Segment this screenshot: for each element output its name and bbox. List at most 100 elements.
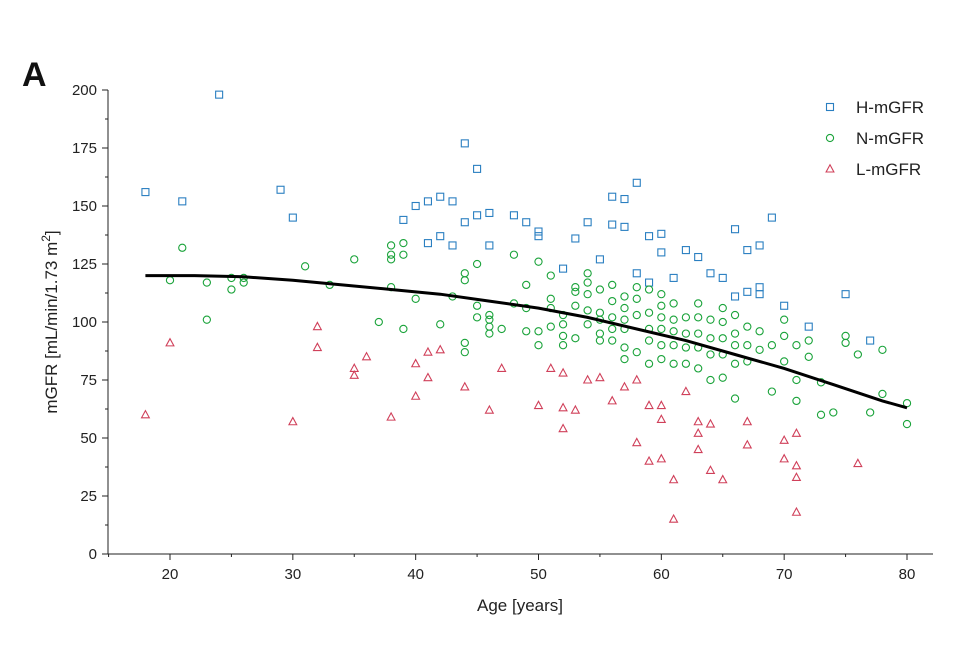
l-mgfr-point (140, 409, 151, 419)
y-tick-label: 150 (72, 198, 97, 215)
n-mgfr-point (632, 310, 641, 320)
l-mgfr-point (693, 416, 704, 426)
h-mgfr-point (841, 290, 850, 299)
n-mgfr-point (534, 341, 543, 350)
h-mgfr-point (178, 197, 187, 206)
l-mgfr-point (681, 386, 691, 396)
y-axis-title-main: mGFR [mL/min/1.73 m (42, 242, 61, 414)
n-mgfr-point (472, 259, 482, 269)
n-mgfr-point (583, 320, 592, 329)
l-mgfr-point (791, 460, 802, 470)
n-mgfr-point (743, 341, 752, 350)
h-mgfr-point (595, 255, 604, 264)
n-mgfr-point (755, 345, 764, 354)
y-tick-label: 75 (80, 372, 97, 389)
n-mgfr-point (669, 299, 678, 308)
h-mgfr-point (448, 241, 457, 250)
l-mgfr-point (386, 411, 396, 421)
h-mgfr-point (473, 211, 482, 220)
n-mgfr-point (644, 308, 654, 317)
l-mgfr-point (496, 363, 507, 372)
x-tick-label: 60 (653, 566, 670, 583)
n-mgfr-point (780, 357, 789, 366)
l-mgfr-point (545, 363, 556, 372)
n-mgfr-point (386, 241, 396, 250)
n-mgfr-point (853, 350, 863, 359)
n-mgfr-point (595, 336, 605, 345)
n-mgfr-point (534, 327, 543, 336)
l-mgfr-point (582, 374, 593, 384)
y-tick-label: 0 (89, 546, 97, 563)
y-axis-title-close: ] (42, 230, 61, 235)
l-mgfr-point (644, 455, 654, 465)
data-points (140, 90, 912, 523)
h-mgfr-point (657, 229, 666, 238)
l-mgfr-point (410, 358, 421, 368)
legend-label-n-mgfr: N-mGFR (856, 129, 924, 148)
y-tick-label: 100 (72, 314, 97, 331)
n-mgfr-point (743, 322, 752, 331)
h-mgfr-point (767, 213, 776, 222)
n-mgfr-point (620, 292, 629, 301)
n-mgfr-point (841, 331, 850, 341)
n-mgfr-point (546, 271, 555, 280)
n-mgfr-point (399, 250, 408, 259)
n-mgfr-point (583, 306, 592, 315)
l-mgfr-point (717, 474, 728, 484)
l-mgfr-point (570, 404, 581, 414)
n-mgfr-point (780, 331, 789, 341)
n-mgfr-point (608, 313, 617, 322)
l-mgfr-point (631, 374, 642, 384)
n-mgfr-point (436, 320, 445, 329)
n-mgfr-point (571, 334, 580, 343)
l-mgfr-point (435, 344, 446, 354)
axes: 0 25 50 75 100 125 150 175 200 20 30 40 50 60 70 80 (72, 82, 933, 583)
legend: H-mGFR N-mGFR L-mGFR (825, 98, 924, 179)
n-mgfr-point (595, 329, 605, 338)
l-mgfr-point (693, 444, 704, 454)
h-mgfr-point (866, 336, 875, 345)
h-mgfr-point (780, 301, 789, 310)
trend-line (145, 274, 908, 410)
n-mgfr-point (595, 308, 605, 317)
n-mgfr-point (767, 387, 777, 396)
y-tick-label: 50 (80, 430, 97, 447)
n-mgfr-point (669, 341, 678, 350)
l-mgfr-point (484, 404, 495, 414)
h-mgfr-point (436, 192, 445, 201)
h-mgfr-point (411, 201, 420, 211)
n-mgfr-point (657, 313, 666, 322)
n-mgfr-point (657, 290, 666, 299)
n-mgfr-point (583, 278, 592, 287)
n-mgfr-point (460, 276, 469, 285)
n-mgfr-point (730, 394, 740, 403)
n-mgfr-point (620, 354, 629, 364)
h-mgfr-point (423, 239, 433, 248)
n-mgfr-point (460, 338, 469, 348)
n-mgfr-point (202, 315, 211, 324)
l-mgfr-point (361, 351, 372, 361)
x-tick-label: 80 (899, 566, 916, 583)
n-mgfr-point (681, 313, 691, 322)
legend-marker-l-mgfr (825, 163, 835, 173)
h-mgfr-point (743, 246, 752, 255)
l-mgfr-point (668, 474, 679, 484)
n-mgfr-point (706, 375, 715, 385)
n-mgfr-point (522, 327, 531, 336)
n-mgfr-point (706, 334, 715, 343)
y-tick-label: 25 (80, 488, 97, 505)
n-mgfr-point (718, 334, 727, 343)
n-mgfr-point (730, 310, 740, 320)
n-mgfr-point (730, 341, 740, 350)
h-mgfr-point (141, 188, 150, 197)
l-mgfr-point (791, 506, 802, 516)
x-tick-label: 20 (162, 566, 179, 583)
n-mgfr-point (644, 285, 654, 294)
n-mgfr-point (460, 348, 469, 357)
axis-titles: Age [years] mGFR [mL/min/1.73 m2] (39, 230, 563, 615)
n-mgfr-point (829, 408, 838, 417)
n-mgfr-point (878, 345, 887, 354)
n-mgfr-point (718, 317, 727, 327)
h-mgfr-point (522, 218, 531, 227)
n-mgfr-point (792, 341, 801, 350)
